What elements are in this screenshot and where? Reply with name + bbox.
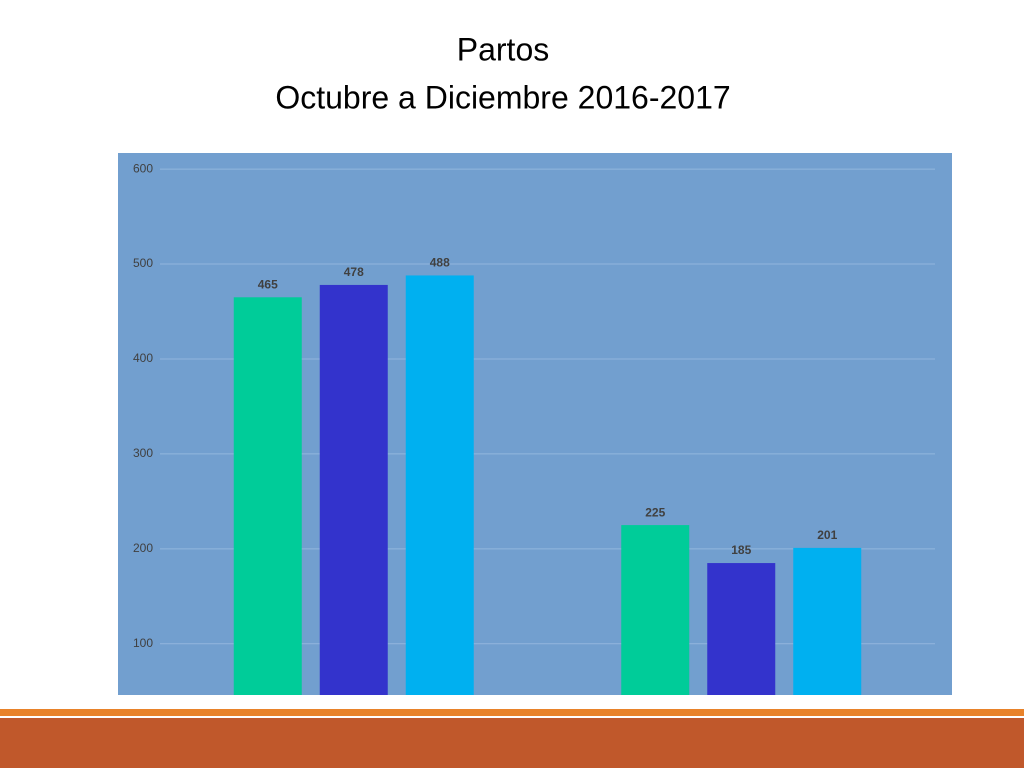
footer-line (0, 709, 1024, 716)
value-label: 478 (344, 265, 364, 279)
y-tick-label: 100 (133, 636, 153, 650)
footer-band (0, 718, 1024, 768)
y-tick-label: 500 (133, 256, 153, 270)
value-label: 488 (430, 256, 450, 270)
value-label: 465 (258, 277, 278, 291)
bar (793, 547, 862, 695)
bar (707, 563, 776, 695)
y-tick-label: 200 (133, 541, 153, 555)
bar (405, 275, 474, 695)
bar (621, 525, 690, 695)
y-tick-label: 300 (133, 446, 153, 460)
y-tick-label: 600 (133, 161, 153, 175)
bar (319, 284, 388, 695)
chart-subtitle: Octubre a Diciembre 2016-2017 (275, 79, 730, 115)
value-label: 201 (817, 528, 837, 542)
value-label: 185 (731, 543, 751, 557)
value-label: 225 (645, 505, 665, 519)
chart-title: Partos (457, 31, 549, 67)
bar (233, 297, 302, 695)
y-tick-label: 400 (133, 351, 153, 365)
